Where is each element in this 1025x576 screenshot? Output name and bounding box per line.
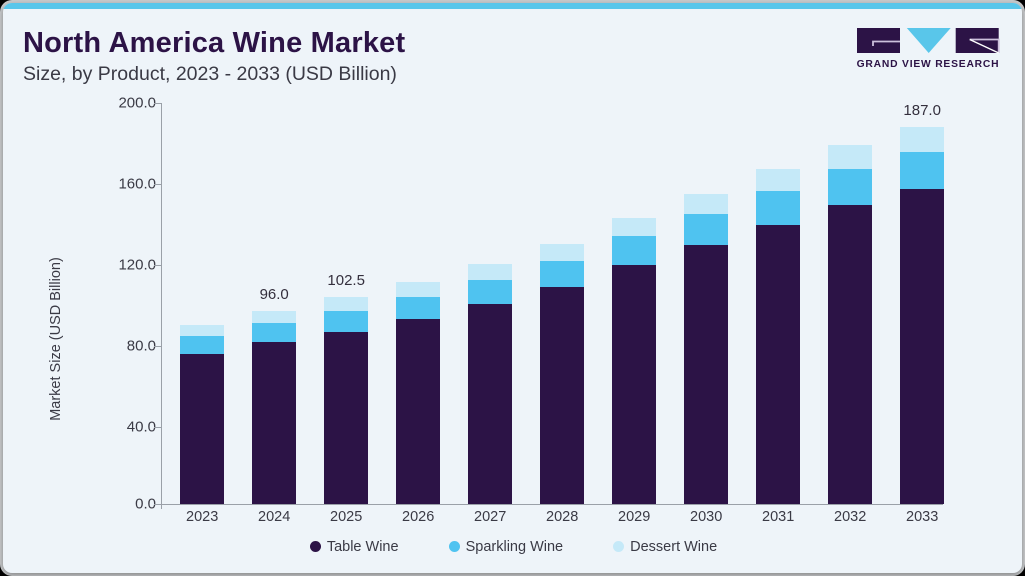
svg-text:GRAND VIEW RESEARCH: GRAND VIEW RESEARCH: [857, 59, 999, 70]
